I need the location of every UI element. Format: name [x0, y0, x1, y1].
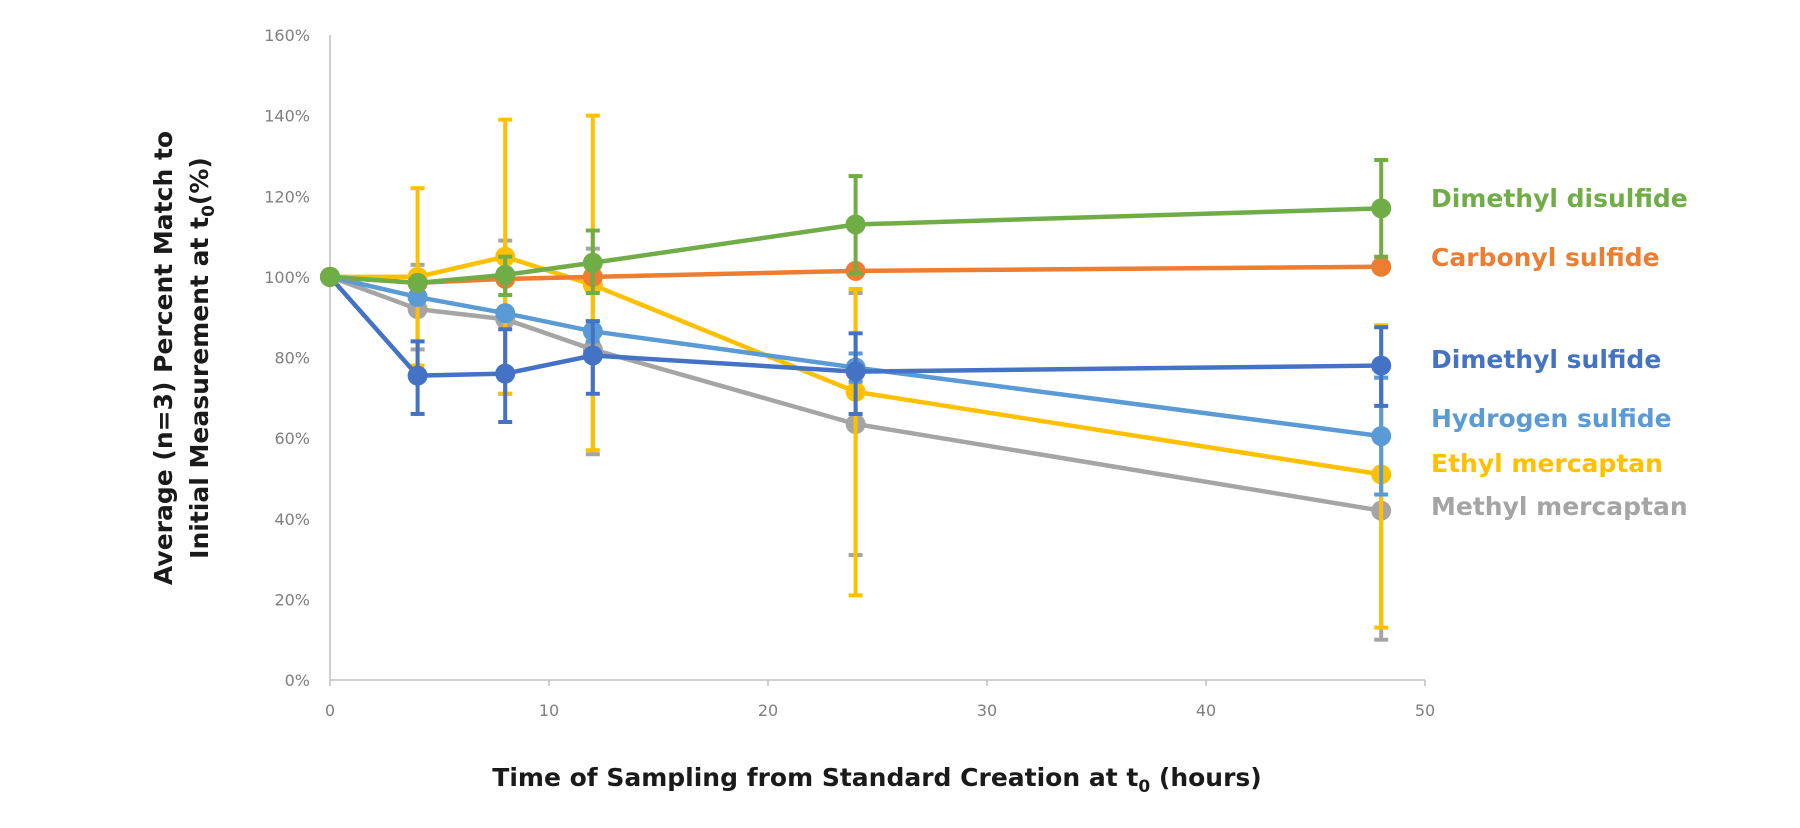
series-label: Methyl mercaptan: [1431, 492, 1688, 521]
series-label: Hydrogen sulfide: [1431, 404, 1672, 433]
data-point: [320, 266, 340, 287]
data-point: [495, 303, 516, 324]
data-point: [407, 365, 428, 386]
data-point: [582, 345, 603, 366]
data-point: [495, 264, 516, 285]
y-axis-title-line1: Average (n=3) Percent Match to: [149, 131, 178, 585]
series-label: Dimethyl sulfide: [1431, 345, 1661, 374]
series-line: [329, 206, 1382, 286]
x-tick-label: 0: [325, 701, 335, 720]
data-point: [1371, 355, 1392, 376]
axes: [329, 35, 1425, 681]
series-labels: Dimethyl disulfide Carbonyl sulfide Dimeth…: [1431, 184, 1688, 521]
y-tick-label: 0%: [285, 671, 310, 690]
series-group: [320, 113, 1392, 642]
y-tick-label: 40%: [274, 510, 310, 529]
data-point: [407, 272, 428, 293]
data-point: [1371, 256, 1392, 277]
y-tick-label: 100%: [264, 268, 310, 287]
series-label: Carbonyl sulfide: [1431, 243, 1660, 272]
y-tick-labels: 0% 20% 40% 60% 80% 100% 120% 140% 160%: [264, 26, 310, 690]
x-tick-label: 40: [1196, 701, 1216, 720]
y-tick-label: 20%: [274, 590, 310, 609]
y-tick-label: 140%: [264, 107, 310, 126]
series-label: Ethyl mercaptan: [1431, 449, 1663, 478]
data-point: [495, 363, 516, 384]
data-point: [1371, 426, 1392, 447]
series-label: Dimethyl disulfide: [1431, 184, 1688, 213]
x-tick-label: 50: [1415, 701, 1435, 720]
data-point: [845, 214, 866, 235]
y-tick-label: 80%: [274, 349, 310, 368]
y-axis-title-line2: Initial Measurement at t0(%): [185, 157, 219, 559]
data-point: [582, 252, 603, 273]
x-tick-label: 30: [977, 701, 997, 720]
y-tick-label: 60%: [274, 429, 310, 448]
x-tick-label: 20: [758, 701, 778, 720]
series-line: [329, 274, 1382, 513]
series-line: [329, 274, 1382, 439]
x-tick-label: 10: [539, 701, 559, 720]
data-point: [407, 287, 428, 308]
series-line: [328, 275, 1382, 378]
y-tick-label: 120%: [264, 187, 310, 206]
data-point: [1371, 198, 1392, 219]
y-tick-label: 160%: [264, 26, 310, 45]
series-dimethyl-disulfide: [320, 157, 1392, 298]
x-axis-title: Time of Sampling from Standard Creation …: [492, 763, 1261, 797]
x-tick-labels: 0 10 20 30 40 50: [325, 680, 1435, 720]
data-point: [845, 361, 866, 382]
